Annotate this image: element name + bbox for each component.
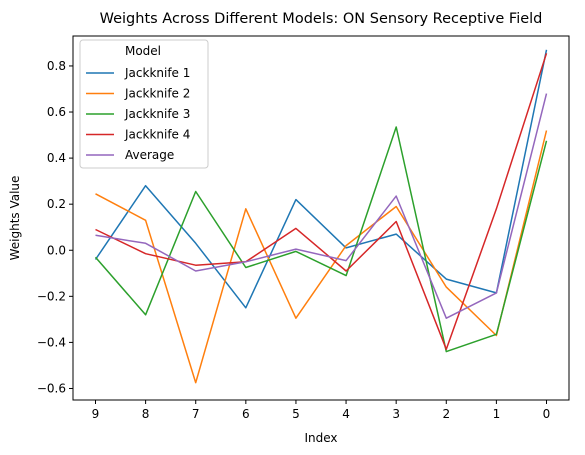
legend-entry-jackknife-4: Jackknife 4 — [86, 128, 190, 142]
legend-entry-jackknife-1: Jackknife 1 — [86, 66, 190, 80]
x-tick-label: 2 — [442, 407, 450, 421]
legend-label: Jackknife 3 — [124, 107, 190, 121]
legend-label: Jackknife 4 — [124, 128, 190, 142]
series-line-average — [95, 93, 548, 319]
x-tick-label: 7 — [192, 407, 200, 421]
plot-area — [72, 35, 570, 401]
x-tick-label: 1 — [493, 407, 501, 421]
legend-label: Jackknife 2 — [124, 87, 190, 101]
legend-entry-average: Average — [86, 148, 174, 162]
legend-label: Average — [125, 148, 174, 162]
series-line-jackknife-1 — [94, 49, 548, 309]
y-tick-label: −0.4 — [37, 335, 66, 349]
legend-entry-jackknife-3: Jackknife 3 — [86, 107, 190, 121]
legend-entry-jackknife-2: Jackknife 2 — [86, 87, 190, 101]
legend-title: Model — [125, 44, 161, 58]
y-tick-label: 0.0 — [47, 243, 66, 257]
y-axis-title: Weights Value — [8, 176, 22, 261]
y-tick-label: 0.2 — [47, 197, 66, 211]
series-layer — [94, 49, 548, 384]
x-tick-label: 8 — [142, 407, 150, 421]
x-tick-label: 9 — [92, 407, 100, 421]
y-axis: −0.6 −0.4 −0.2 0.0 0.2 0.4 0.6 0.8 — [37, 59, 73, 395]
y-tick-label: 0.4 — [47, 151, 66, 165]
x-axis-title: Index — [304, 431, 337, 445]
x-axis: 9 8 7 6 5 4 3 2 1 0 — [92, 400, 551, 421]
x-tick-label: 3 — [392, 407, 400, 421]
series-line-jackknife-4 — [95, 53, 548, 351]
x-tick-label: 5 — [292, 407, 300, 421]
plot-frame — [72, 35, 570, 401]
y-tick-label: −0.6 — [37, 381, 66, 395]
series-line-jackknife-2 — [95, 130, 548, 384]
x-tick-label: 6 — [242, 407, 250, 421]
legend-box — [79, 39, 209, 169]
chart-title: Weights Across Different Models: ON Sens… — [100, 11, 543, 27]
x-tick-label: 0 — [543, 407, 551, 421]
legend-label: Jackknife 1 — [124, 66, 190, 80]
series-line-jackknife-3 — [94, 126, 548, 353]
legend-entries: Jackknife 1 Jackknife 2 Jackknife 3 Jackkni… — [86, 66, 190, 162]
y-tick-label: 0.8 — [47, 59, 66, 73]
x-tick-label: 4 — [342, 407, 350, 421]
y-tick-label: 0.6 — [47, 105, 66, 119]
y-tick-label: −0.2 — [37, 289, 66, 303]
